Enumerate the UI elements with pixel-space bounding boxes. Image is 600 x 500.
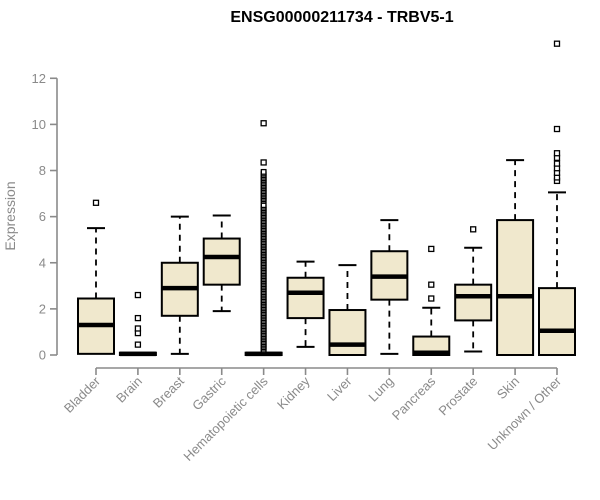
x-tick-label: Brain — [113, 374, 145, 406]
box — [454, 283, 493, 322]
outlier-point — [553, 150, 561, 157]
y-tick-label: 6 — [39, 209, 46, 224]
y-tick-label: 8 — [39, 163, 46, 178]
outlier-point — [134, 325, 142, 332]
boxplot-gastric — [202, 214, 241, 313]
outlier-point — [428, 245, 435, 253]
x-tick-label: Gastric — [189, 373, 229, 413]
boxplot-liver — [328, 264, 367, 356]
outlier-point — [553, 160, 561, 167]
outlier-point — [470, 226, 477, 233]
box — [412, 335, 451, 357]
box — [328, 309, 367, 356]
x-tick-label: Prostate — [435, 374, 480, 419]
box — [496, 219, 535, 356]
x-tick-label: Kidney — [274, 373, 313, 412]
boxplot-pancreas — [412, 245, 451, 357]
boxplot-prostate — [454, 226, 493, 353]
outlier-point — [260, 168, 267, 175]
x-tick-label: Bladder — [61, 373, 104, 416]
boxplots — [77, 40, 576, 357]
chart-title: ENSG00000211734 - TRBV5-1 — [230, 9, 453, 26]
boxplot-breast — [160, 215, 199, 355]
box — [286, 276, 325, 320]
outlier-point — [134, 314, 142, 322]
outlier-point — [134, 341, 142, 348]
x-tick-label: Liver — [324, 373, 355, 404]
x-tick-label: Unknown / Other — [485, 373, 565, 453]
outlier-point — [553, 125, 561, 133]
outlier-point — [428, 295, 435, 302]
boxplot-skin — [496, 159, 535, 356]
x-tick-label: Lung — [365, 374, 396, 405]
boxplot-hematopoietic-cells — [244, 120, 283, 357]
x-tick-label: Pancreas — [389, 373, 439, 423]
y-tick-label: 0 — [39, 348, 46, 363]
outlier-point — [428, 281, 435, 288]
boxplot-unknown-other — [538, 40, 576, 357]
y-tick-label: 10 — [32, 117, 46, 132]
boxplot-brain — [118, 291, 157, 357]
boxplot-bladder — [77, 199, 115, 355]
outlier-point — [553, 40, 561, 47]
box — [538, 287, 576, 357]
y-tick-label: 2 — [39, 301, 46, 316]
x-tick-label: Skin — [494, 374, 522, 402]
y-axis-label: Expression — [2, 181, 18, 250]
outlier-point — [92, 199, 100, 206]
box — [202, 237, 241, 286]
boxplot-lung — [370, 219, 409, 355]
outlier-point — [134, 291, 142, 299]
y-tick-label: 4 — [39, 255, 46, 270]
outlier-point — [260, 159, 267, 166]
boxplot-kidney — [286, 260, 325, 348]
y-tick-label: 12 — [32, 71, 46, 86]
outlier-point — [260, 120, 267, 127]
x-tick-label: Breast — [150, 373, 187, 410]
